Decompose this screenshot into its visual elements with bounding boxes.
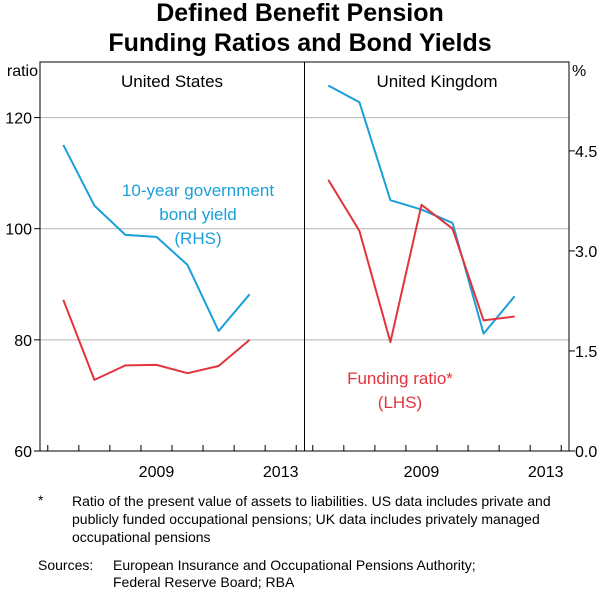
left-axis-tick-label: 80	[14, 333, 32, 350]
x-axis-tick-label: 2013	[263, 464, 299, 480]
axis-labels: 60 80 100 120 0.0 1.5 3.0 4.5 ratio % 2009 2013 Unit…	[5, 63, 597, 480]
x-axis-tick-label: 2009	[139, 464, 175, 480]
annotations: 10-year government bond yield (RHS) Funding…	[122, 181, 453, 412]
funding-ratio-line	[62, 299, 251, 381]
sources-line-2: Federal Reserve Board; RBA	[113, 574, 295, 590]
series-annotation-line: bond yield	[159, 205, 237, 224]
chart-title-line-2: Funding Ratios and Bond Yields	[108, 29, 492, 57]
left-axis-label: ratio	[7, 63, 38, 80]
panel-title: United States	[121, 72, 223, 91]
series-annotation-line: (RHS)	[174, 229, 221, 248]
sources-text: European Insurance and Occupational Pens…	[113, 557, 593, 591]
right-axis-tick-label: 0.0	[575, 444, 597, 461]
footnote-text: Ratio of the present value of assets to …	[72, 493, 551, 545]
right-axis-tick-label: 4.5	[575, 144, 597, 161]
chart-plot: 60 80 100 120 0.0 1.5 3.0 4.5 ratio % 2009 2013 Unit…	[5, 61, 597, 480]
right-axis-tick-label: 3.0	[575, 244, 597, 261]
left-axis-tick-label: 60	[14, 444, 32, 461]
chart-title-line-1: Defined Benefit Pension	[156, 0, 444, 27]
bond-yield-line	[327, 84, 516, 335]
right-axis-label: %	[572, 63, 586, 80]
series-annotation-line: Funding ratio*	[347, 369, 453, 388]
x-axis-tick-label: 2009	[404, 464, 440, 480]
left-axis-tick-label: 120	[5, 111, 32, 128]
series-annotation-line: 10-year government	[122, 181, 274, 200]
panel-frames	[39, 61, 570, 452]
sources-line-1: European Insurance and Occupational Pens…	[113, 557, 476, 573]
axis-ticks	[34, 117, 575, 452]
panel-title: United Kingdom	[377, 72, 498, 91]
funding-ratio-line	[327, 179, 515, 344]
right-axis-tick-label: 1.5	[575, 344, 597, 361]
series-lines	[62, 84, 516, 381]
series-annotation-line: (LHS)	[378, 393, 422, 412]
bond-yield-line	[62, 144, 251, 332]
footnote-marker: *	[38, 492, 44, 508]
sources-label: Sources:	[38, 557, 94, 573]
x-axis-tick-label: 2013	[528, 464, 564, 480]
left-axis-tick-label: 100	[5, 222, 32, 239]
